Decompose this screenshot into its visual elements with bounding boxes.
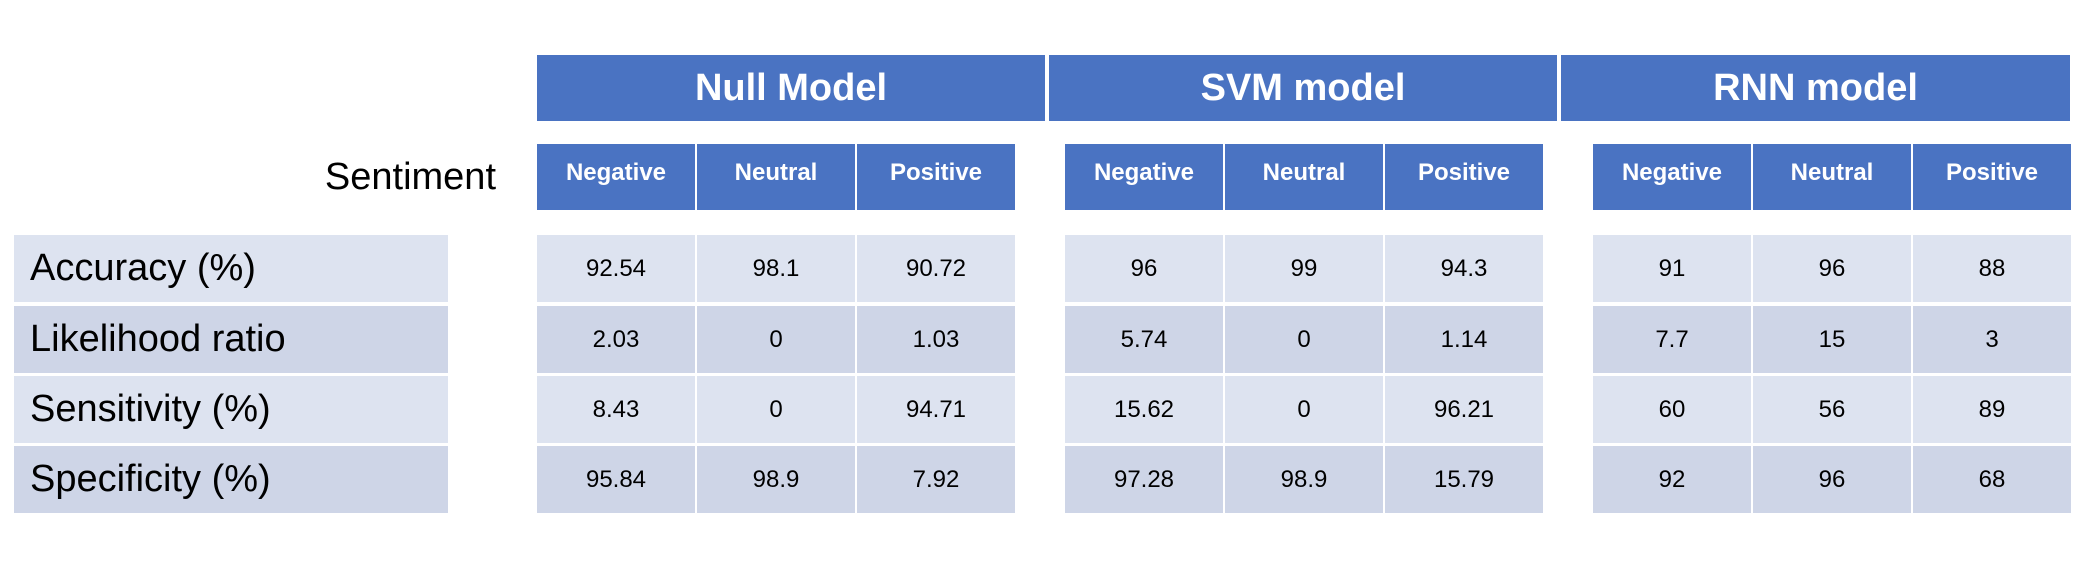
column-header-2-1: Neutral: [1753, 144, 1911, 210]
model-title-0: Null Model: [537, 55, 1045, 121]
table-cell-0-3-0: 95.84: [537, 446, 695, 513]
table-cell-0-0-1: 98.1: [697, 235, 855, 302]
column-header-2-0: Negative: [1593, 144, 1751, 210]
column-header-1-1: Neutral: [1225, 144, 1383, 210]
table-cell-1-3-2: 15.79: [1385, 446, 1543, 513]
table-cell-2-0-2: 88: [1913, 235, 2071, 302]
column-header-0-2: Positive: [857, 144, 1015, 210]
table-cell-0-1-1: 0: [697, 306, 855, 373]
table-cell-2-3-0: 92: [1593, 446, 1751, 513]
table-cell-2-2-1: 56: [1753, 376, 1911, 443]
table-cell-1-3-1: 98.9: [1225, 446, 1383, 513]
table-cell-1-3-0: 97.28: [1065, 446, 1223, 513]
table-cell-1-2-1: 0: [1225, 376, 1383, 443]
table-cell-2-1-2: 3: [1913, 306, 2071, 373]
column-header-1-0: Negative: [1065, 144, 1223, 210]
table-cell-0-1-2: 1.03: [857, 306, 1015, 373]
table-cell-2-2-2: 89: [1913, 376, 2071, 443]
table-cell-1-1-1: 0: [1225, 306, 1383, 373]
table-cell-2-3-1: 96: [1753, 446, 1911, 513]
table-cell-0-3-1: 98.9: [697, 446, 855, 513]
table-cell-1-0-0: 96: [1065, 235, 1223, 302]
column-header-1-2: Positive: [1385, 144, 1543, 210]
table-cell-0-2-1: 0: [697, 376, 855, 443]
table-cell-1-1-2: 1.14: [1385, 306, 1543, 373]
table-cell-2-1-1: 15: [1753, 306, 1911, 373]
table-cell-1-1-0: 5.74: [1065, 306, 1223, 373]
table-cell-2-3-2: 68: [1913, 446, 2071, 513]
table-cell-2-0-0: 91: [1593, 235, 1751, 302]
row-label-0: Accuracy (%): [14, 235, 448, 302]
model-title-2: RNN model: [1561, 55, 2070, 121]
table-cell-0-1-0: 2.03: [537, 306, 695, 373]
table-cell-2-2-0: 60: [1593, 376, 1751, 443]
row-label-2: Sensitivity (%): [14, 376, 448, 443]
table-cell-1-0-2: 94.3: [1385, 235, 1543, 302]
table-cell-0-0-0: 92.54: [537, 235, 695, 302]
column-header-0-0: Negative: [537, 144, 695, 210]
table-cell-0-3-2: 7.92: [857, 446, 1015, 513]
row-label-1: Likelihood ratio: [14, 306, 448, 373]
table-cell-1-2-2: 96.21: [1385, 376, 1543, 443]
table-cell-0-0-2: 90.72: [857, 235, 1015, 302]
table-cell-1-2-0: 15.62: [1065, 376, 1223, 443]
table-cell-2-0-1: 96: [1753, 235, 1911, 302]
table-cell-1-0-1: 99: [1225, 235, 1383, 302]
column-header-2-2: Positive: [1913, 144, 2071, 210]
table-cell-0-2-2: 94.71: [857, 376, 1015, 443]
column-header-0-1: Neutral: [697, 144, 855, 210]
table-cell-2-1-0: 7.7: [1593, 306, 1751, 373]
row-label-3: Specificity (%): [14, 446, 448, 513]
table-cell-0-2-0: 8.43: [537, 376, 695, 443]
model-title-1: SVM model: [1049, 55, 1557, 121]
row-header-label: Sentiment: [324, 155, 496, 198]
